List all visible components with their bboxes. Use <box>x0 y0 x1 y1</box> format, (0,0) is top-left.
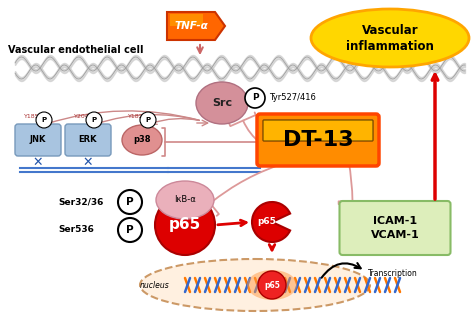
Text: DT-13: DT-13 <box>283 130 353 150</box>
Text: nucleus: nucleus <box>140 281 170 291</box>
Text: Ser32/36: Ser32/36 <box>58 197 103 206</box>
Ellipse shape <box>196 82 248 124</box>
Text: IκB-α: IκB-α <box>174 196 196 204</box>
FancyBboxPatch shape <box>263 120 373 141</box>
Text: Vascular endothelial cell: Vascular endothelial cell <box>8 45 144 55</box>
Text: p65: p65 <box>257 218 276 226</box>
Text: Transcription: Transcription <box>368 268 418 278</box>
Text: P: P <box>126 197 134 207</box>
Text: P: P <box>146 117 151 123</box>
Text: Y182: Y182 <box>128 114 144 120</box>
Text: p38: p38 <box>133 135 151 144</box>
Circle shape <box>140 112 156 128</box>
Text: P: P <box>41 117 46 123</box>
Text: p65: p65 <box>169 218 201 232</box>
FancyBboxPatch shape <box>339 201 450 255</box>
Text: TNF-α: TNF-α <box>174 21 208 31</box>
Wedge shape <box>252 202 290 242</box>
Circle shape <box>245 88 265 108</box>
Text: p65: p65 <box>264 280 280 289</box>
Polygon shape <box>167 12 225 40</box>
Ellipse shape <box>122 125 162 155</box>
Text: Y185: Y185 <box>24 114 40 120</box>
Ellipse shape <box>247 270 297 300</box>
Circle shape <box>155 195 215 255</box>
Text: Src: Src <box>212 98 232 108</box>
FancyBboxPatch shape <box>65 124 111 156</box>
Circle shape <box>258 271 286 299</box>
Text: ✕: ✕ <box>83 156 93 169</box>
Circle shape <box>86 112 102 128</box>
Text: JNK: JNK <box>30 135 46 144</box>
Text: Y204: Y204 <box>74 114 90 120</box>
Text: Ser536: Ser536 <box>58 225 94 234</box>
Text: Vascular
inflammation: Vascular inflammation <box>346 24 434 52</box>
Ellipse shape <box>140 259 370 311</box>
Text: P: P <box>91 117 97 123</box>
Text: P: P <box>252 93 258 102</box>
Circle shape <box>36 112 52 128</box>
Text: ✕: ✕ <box>33 156 43 169</box>
Ellipse shape <box>311 9 469 67</box>
Text: ERK: ERK <box>79 135 97 144</box>
FancyBboxPatch shape <box>257 114 379 166</box>
FancyBboxPatch shape <box>15 124 61 156</box>
Circle shape <box>118 218 142 242</box>
Text: P: P <box>126 225 134 235</box>
Text: Tyr527/416: Tyr527/416 <box>269 93 316 102</box>
Circle shape <box>118 190 142 214</box>
Ellipse shape <box>156 181 214 219</box>
Polygon shape <box>170 14 203 26</box>
Text: ICAM-1
VCAM-1: ICAM-1 VCAM-1 <box>371 217 419 239</box>
